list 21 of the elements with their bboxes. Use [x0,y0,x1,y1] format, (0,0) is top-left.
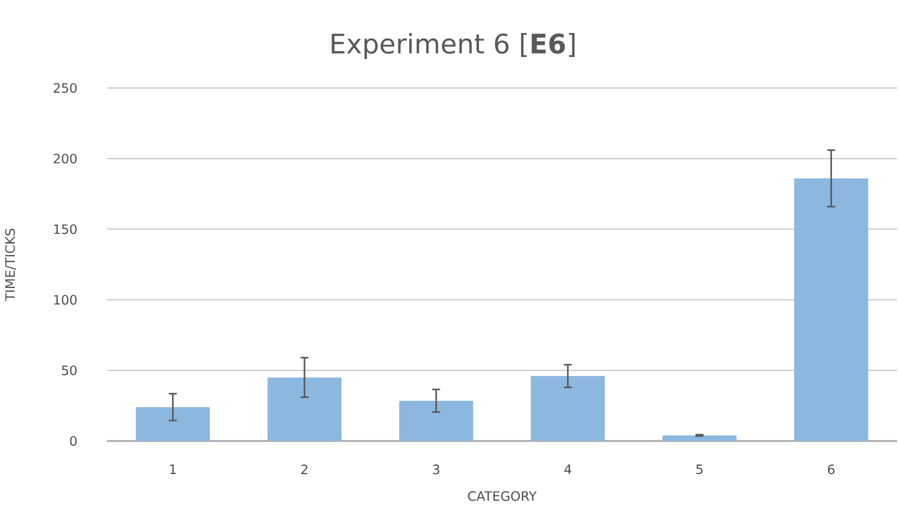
y-tick-label: 200 [54,154,77,164]
y-tick-label: 150 [54,224,77,234]
y-axis-title: TIME/TICKS [5,228,16,301]
y-tick-label: 50 [62,365,77,376]
x-tick-label: 4 [564,464,572,474]
y-tick-label: 0 [70,436,77,446]
x-axis-title: CATEGORY [468,491,537,501]
chart-title: Experiment 6 [E6] [332,32,575,60]
bar [268,377,342,441]
x-tick-label: 6 [828,464,834,474]
x-tick-label: 2 [301,464,308,474]
bar [530,376,605,441]
y-tick-label: 100 [54,294,77,305]
x-tick-label: 1 [170,464,176,474]
bar [794,178,868,441]
x-tick-label: 5 [696,464,702,474]
bar [136,407,210,441]
x-tick-label: 3 [433,464,440,474]
y-tick-label: 250 [54,83,77,93]
bar [662,435,737,441]
bar [399,400,474,441]
